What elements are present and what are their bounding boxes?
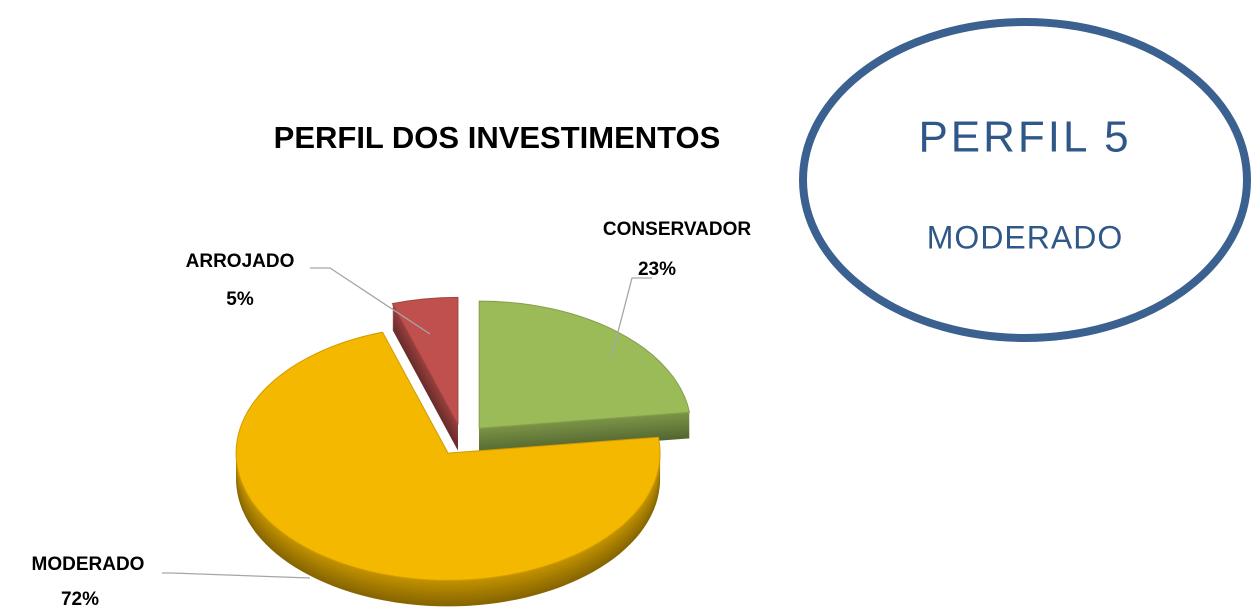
leader-line — [611, 277, 652, 356]
leader-line — [162, 572, 311, 579]
leader-line — [310, 267, 431, 335]
badge-ellipse — [799, 18, 1251, 342]
slice — [391, 296, 459, 425]
badge-title: PERFIL 5 — [918, 113, 1131, 162]
slice — [478, 300, 691, 429]
slice — [235, 331, 661, 581]
value-label: 23% — [638, 259, 676, 280]
slice-label: CONSERVADOR — [603, 219, 751, 240]
value-label: 5% — [226, 289, 254, 310]
chart-title: PERFIL DOS INVESTIMENTOS — [274, 120, 721, 155]
badge-subtitle: MODERADO — [927, 219, 1123, 255]
slice-label: MODERADO — [32, 554, 145, 575]
value-label: 72% — [61, 589, 99, 610]
pie — [235, 296, 691, 607]
slice-label: ARROJADO — [186, 251, 295, 272]
